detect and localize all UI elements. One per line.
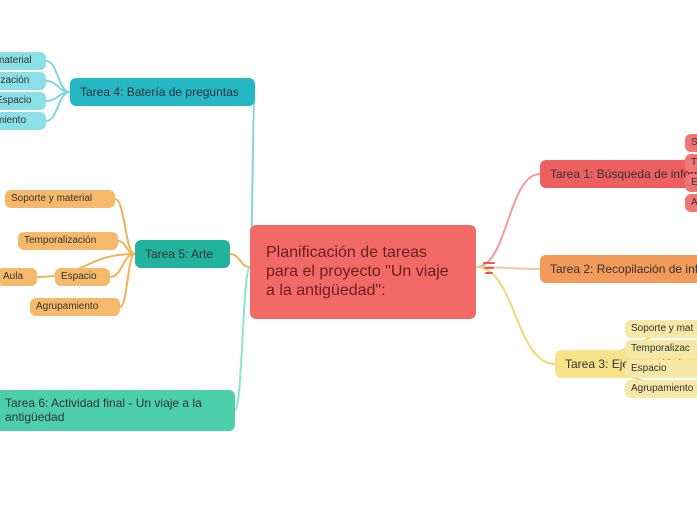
leaf-t4-0[interactable]: material [0,52,46,70]
central-topic[interactable]: Planificación de tareas para el proyecto… [250,225,476,319]
leaf-t5-0[interactable]: Soporte y material [5,190,115,208]
leaf-t3-1[interactable]: Temporalizac [625,340,697,358]
leaf-t4-2[interactable]: Espacio [0,92,46,110]
leaf-t3-3[interactable]: Agrupamiento [625,380,697,398]
leaf-t3-0[interactable]: Soporte y mat [625,320,697,338]
leaf-t1-0[interactable]: S [685,134,697,152]
leaf-t1-1[interactable]: T [685,154,697,172]
branch-t2[interactable]: Tarea 2: Recopilación de información [540,255,697,283]
notes-icon [482,261,496,275]
leaf-t5-2[interactable]: Espacio [55,268,110,286]
branch-t6[interactable]: Tarea 6: Actividad final - Un viaje a la… [0,390,235,431]
leaf-t5-1[interactable]: Temporalización [18,232,118,250]
leaf-t5-3[interactable]: Aula [0,268,37,286]
leaf-t4-3[interactable]: miento [0,112,46,130]
leaf-t1-2[interactable]: E [685,174,697,192]
leaf-t1-3[interactable]: A [685,194,697,212]
branch-t1[interactable]: Tarea 1: Búsqueda de información [540,160,697,188]
branch-t4[interactable]: Tarea 4: Batería de preguntas [70,78,255,106]
leaf-t4-1[interactable]: lización [0,72,46,90]
branch-t5[interactable]: Tarea 5: Arte [135,240,230,268]
leaf-t3-2[interactable]: Espacio [625,360,697,378]
leaf-t5-4[interactable]: Agrupamiento [30,298,120,316]
